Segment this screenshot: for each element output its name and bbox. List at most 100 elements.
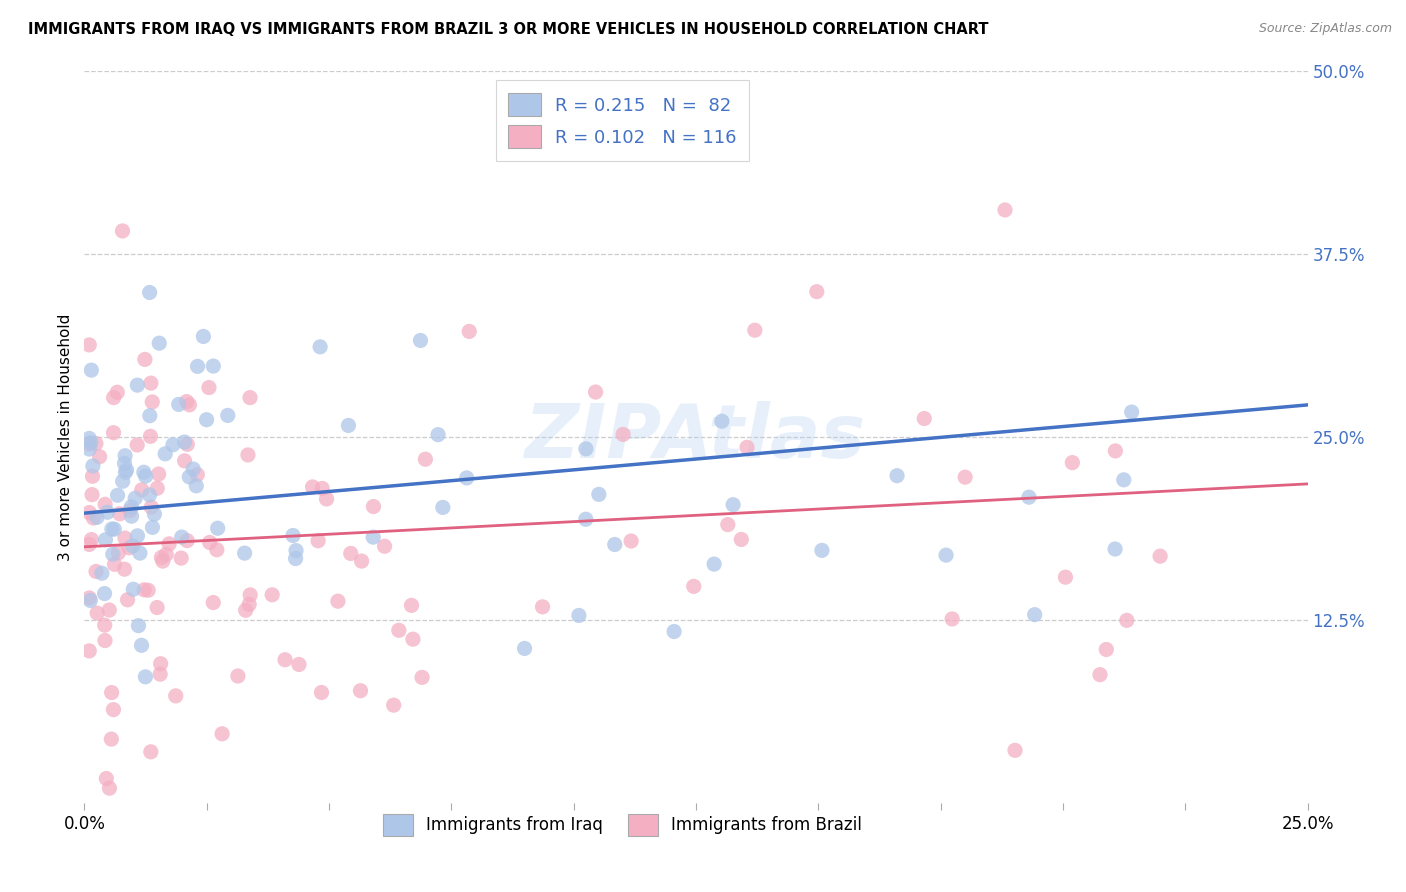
Point xyxy=(82,458,104,473)
Point xyxy=(148,467,170,481)
Point xyxy=(135,469,157,483)
Point xyxy=(458,325,481,339)
Point xyxy=(94,633,117,648)
Point xyxy=(139,409,162,423)
Point xyxy=(131,638,153,652)
Point xyxy=(117,592,139,607)
Point xyxy=(1115,613,1137,627)
Point xyxy=(806,285,828,299)
Point xyxy=(103,703,125,717)
Point xyxy=(131,483,153,497)
Point xyxy=(77,432,100,446)
Point xyxy=(120,500,142,514)
Text: IMMIGRANTS FROM IRAQ VS IMMIGRANTS FROM BRAZIL 3 OR MORE VEHICLES IN HOUSEHOLD C: IMMIGRANTS FROM IRAQ VS IMMIGRANTS FROM … xyxy=(28,22,988,37)
Point xyxy=(101,522,124,536)
Point xyxy=(77,437,100,451)
Point xyxy=(703,557,725,571)
Point xyxy=(103,522,125,536)
Point xyxy=(236,448,259,462)
Point xyxy=(107,488,129,502)
Point xyxy=(108,507,131,521)
Point xyxy=(181,462,204,476)
Point xyxy=(118,541,141,555)
Point xyxy=(107,546,129,560)
Point xyxy=(96,505,118,519)
Point xyxy=(146,481,169,495)
Point xyxy=(77,338,100,352)
Point xyxy=(94,497,117,511)
Point xyxy=(148,336,170,351)
Point xyxy=(93,586,115,600)
Point xyxy=(195,413,218,427)
Point xyxy=(349,683,371,698)
Point xyxy=(363,500,385,514)
Point xyxy=(82,469,104,483)
Point xyxy=(105,385,128,400)
Point xyxy=(233,546,256,560)
Point xyxy=(284,551,307,566)
Point xyxy=(127,529,149,543)
Point xyxy=(311,685,333,699)
Point xyxy=(953,470,976,484)
Point xyxy=(239,588,262,602)
Point xyxy=(124,491,146,506)
Point xyxy=(588,487,610,501)
Point xyxy=(350,554,373,568)
Point xyxy=(374,539,396,553)
Point xyxy=(217,409,239,423)
Point xyxy=(173,435,195,450)
Point xyxy=(179,470,201,484)
Legend: Immigrants from Iraq, Immigrants from Brazil: Immigrants from Iraq, Immigrants from Br… xyxy=(373,805,872,846)
Point xyxy=(82,511,104,525)
Point xyxy=(912,411,935,425)
Point xyxy=(134,352,156,367)
Point xyxy=(281,528,304,542)
Point xyxy=(886,468,908,483)
Point xyxy=(121,539,143,553)
Point xyxy=(202,359,225,373)
Point xyxy=(139,745,162,759)
Point xyxy=(162,438,184,452)
Point xyxy=(77,442,100,456)
Point xyxy=(127,438,149,452)
Point xyxy=(136,583,159,598)
Point xyxy=(1112,473,1135,487)
Point xyxy=(401,599,423,613)
Point xyxy=(710,414,733,428)
Point xyxy=(89,450,111,464)
Point xyxy=(138,488,160,502)
Point xyxy=(139,376,162,391)
Point xyxy=(152,554,174,568)
Point xyxy=(620,534,643,549)
Point xyxy=(114,562,136,576)
Point xyxy=(79,593,101,607)
Point xyxy=(1104,444,1126,458)
Point xyxy=(193,329,215,343)
Point xyxy=(361,530,384,544)
Point xyxy=(173,454,195,468)
Point xyxy=(86,510,108,524)
Point xyxy=(288,657,311,672)
Point xyxy=(122,582,145,597)
Point xyxy=(114,456,136,470)
Point xyxy=(432,500,454,515)
Point xyxy=(134,670,156,684)
Point xyxy=(86,606,108,620)
Point xyxy=(170,530,193,544)
Point xyxy=(98,603,121,617)
Point xyxy=(80,533,103,547)
Point xyxy=(80,363,103,377)
Point xyxy=(80,435,103,450)
Point xyxy=(1054,570,1077,584)
Point xyxy=(415,452,437,467)
Point xyxy=(198,380,221,394)
Point xyxy=(118,503,141,517)
Point xyxy=(103,558,125,572)
Text: Source: ZipAtlas.com: Source: ZipAtlas.com xyxy=(1258,22,1392,36)
Point xyxy=(226,669,249,683)
Point xyxy=(575,512,598,526)
Point xyxy=(100,685,122,699)
Point xyxy=(285,543,308,558)
Point xyxy=(176,394,198,409)
Point xyxy=(77,537,100,551)
